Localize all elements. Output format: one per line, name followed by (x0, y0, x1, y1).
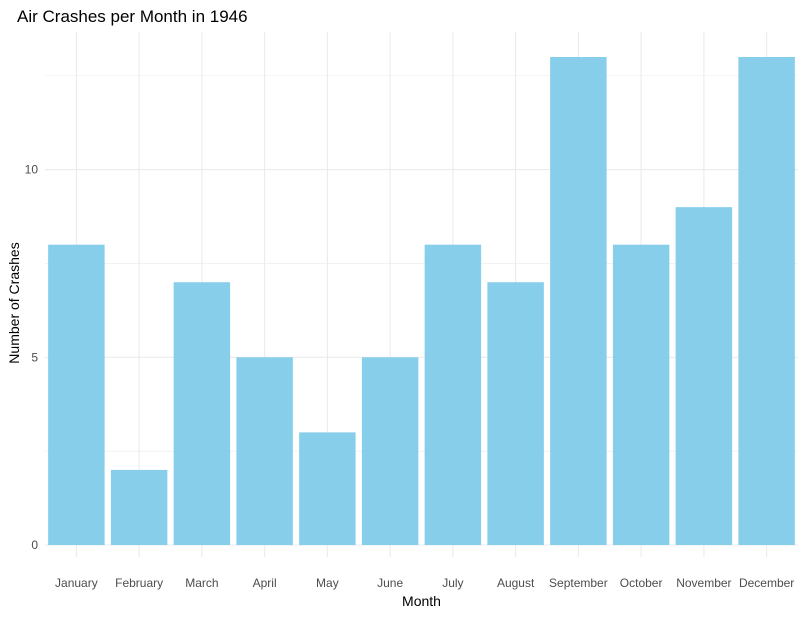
x-tick-label: February (115, 576, 163, 590)
bar-april (236, 357, 293, 545)
y-axis-ticks: 0 5 10 (25, 163, 39, 552)
x-tick-label: June (377, 576, 403, 590)
bar-august (487, 282, 544, 545)
bar-october (612, 244, 670, 545)
x-tick-label: October (620, 576, 663, 590)
bars (48, 56, 795, 545)
x-tick-label: September (549, 576, 608, 590)
y-axis-label: Number of Crashes (6, 242, 22, 363)
x-tick-label: August (497, 576, 535, 590)
x-tick-label: July (442, 576, 463, 590)
x-tick-label: May (316, 576, 339, 590)
bar-march (173, 282, 231, 545)
x-axis-label: Month (402, 593, 441, 609)
bar-february (110, 469, 168, 545)
bar-july (424, 244, 482, 545)
y-tick-label: 0 (31, 538, 38, 552)
x-tick-label: April (253, 576, 277, 590)
bar-november (675, 207, 733, 545)
bar-january (48, 244, 105, 545)
x-tick-label: December (739, 576, 794, 590)
bar-june (361, 357, 419, 545)
y-tick-label: 5 (31, 350, 38, 364)
bar-december (738, 56, 795, 545)
bar-may (299, 432, 356, 545)
x-tick-label: January (55, 576, 98, 590)
chart-title: Air Crashes per Month in 1946 (17, 7, 248, 26)
x-tick-label: November (676, 576, 731, 590)
x-axis-ticks: January February March April May June July Augu… (55, 576, 794, 590)
y-tick-label: 10 (25, 163, 39, 177)
bar-september (550, 56, 607, 545)
x-tick-label: March (185, 576, 218, 590)
